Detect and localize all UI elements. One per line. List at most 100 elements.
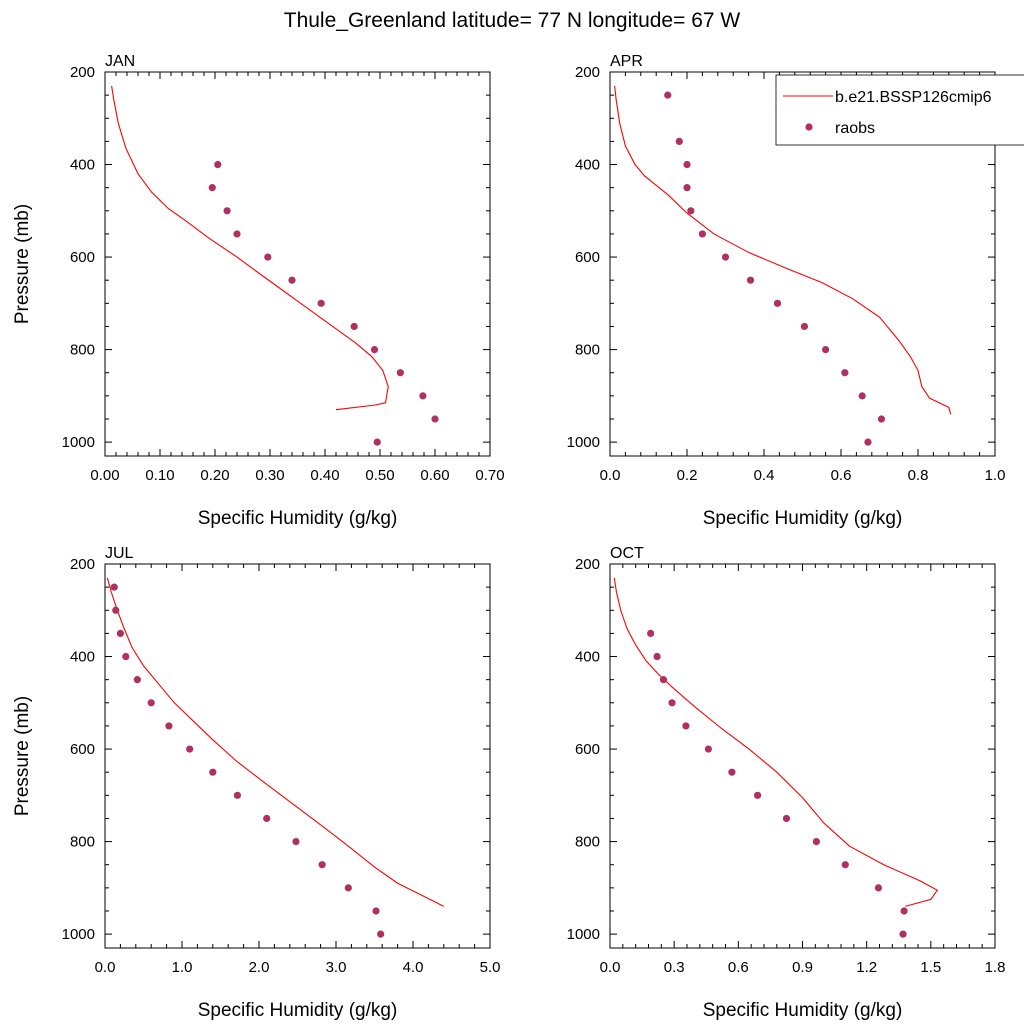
raobs-point — [223, 207, 231, 215]
raobs-point — [186, 745, 194, 753]
x-tick-label: 0.9 — [792, 959, 813, 976]
y-tick-label: 800 — [575, 342, 600, 359]
plot-frame — [104, 71, 491, 457]
x-axis-label: Specific Humidity (g/kg) — [703, 508, 903, 529]
legend-box — [775, 74, 1024, 146]
y-tick-label: 400 — [575, 157, 600, 174]
x-axis-label: Specific Humidity (g/kg) — [703, 1000, 903, 1021]
x-tick-label: 0.4 — [754, 467, 775, 484]
y-tick-label: 200 — [70, 64, 95, 81]
x-tick-label: 0.50 — [365, 467, 394, 484]
y-tick-label: 200 — [575, 556, 600, 573]
raobs-point — [753, 791, 762, 799]
raobs-point — [419, 392, 427, 400]
panel-jul: JUL 0.0 1.0 2.0 3.0 4.0 5.0 200 400 600 800 1000 Spe… — [12, 545, 500, 1021]
raobs-point — [841, 861, 849, 869]
x-tick-label: 1.0 — [172, 959, 193, 976]
raobs-point — [704, 745, 712, 753]
raobs-point — [668, 699, 676, 707]
y-axis-label: Pressure (mb) — [12, 696, 33, 816]
model-profile-line — [614, 85, 952, 415]
raobs-point — [233, 791, 242, 799]
legend-label-obs: raobs — [835, 120, 875, 137]
raobs-point — [746, 276, 755, 284]
x-tick-label: 0.60 — [420, 467, 449, 484]
y-tick-label: 1000 — [62, 434, 95, 451]
raobs-point — [317, 299, 325, 307]
raobs-point — [800, 322, 809, 331]
x-axis-label: Specific Humidity (g/kg) — [198, 508, 398, 529]
x-tick-label: 1.5 — [920, 959, 941, 976]
raobs-point — [721, 253, 730, 261]
x-tick-label: 4.0 — [403, 959, 424, 976]
raobs-point — [653, 652, 661, 661]
raobs-point — [209, 768, 217, 776]
y-tick-label: 600 — [575, 741, 600, 758]
raobs-point — [288, 276, 296, 284]
legend: b.e21.BSSP126cmip6 raobs — [775, 74, 1024, 146]
x-tick-label: 2.0 — [249, 959, 270, 976]
figure-title: Thule_Greenland latitude= 77 N longitude… — [284, 9, 741, 32]
raobs-point — [877, 415, 886, 423]
raobs-point — [396, 369, 404, 377]
x-tick-label: 1.0 — [985, 467, 1006, 484]
raobs-point — [899, 930, 907, 938]
x-tick-label: 0.8 — [908, 467, 929, 484]
x-tick-label: 5.0 — [480, 959, 501, 976]
panel-title: JUL — [105, 545, 134, 562]
raobs-point — [264, 253, 272, 261]
raobs-point — [647, 629, 655, 638]
x-axis-label: Specific Humidity (g/kg) — [198, 1000, 398, 1021]
raobs-point — [812, 837, 821, 846]
legend-marker-swatch — [805, 123, 813, 131]
x-tick-label: 1.8 — [985, 959, 1006, 976]
raobs-point — [858, 392, 866, 400]
raobs-point — [822, 345, 830, 354]
y-tick-label: 400 — [70, 157, 95, 174]
y-tick-label: 600 — [70, 741, 95, 758]
y-tick-label: 400 — [70, 649, 95, 666]
raobs-point — [208, 184, 216, 192]
x-tick-label: 0.3 — [664, 959, 685, 976]
model-profile-line — [111, 85, 389, 411]
x-tick-label: 3.0 — [326, 959, 347, 976]
raobs-point — [233, 230, 241, 238]
raobs-point — [133, 676, 141, 684]
raobs-point — [675, 137, 683, 145]
raobs-point — [864, 438, 872, 446]
y-tick-label: 800 — [70, 342, 95, 359]
x-tick-label: 0.70 — [475, 467, 504, 484]
y-tick-label: 200 — [575, 64, 600, 81]
raobs-point — [110, 583, 118, 591]
panel-title: OCT — [610, 545, 644, 562]
y-tick-label: 1000 — [567, 434, 600, 451]
y-tick-label: 1000 — [567, 926, 600, 943]
raobs-point — [350, 322, 358, 331]
x-tick-label: 0.6 — [728, 959, 749, 976]
y-tick-label: 400 — [575, 649, 600, 666]
panel-oct: OCT 0.0 0.3 0.6 0.9 1.2 1.5 1.8 200 400 600 800 1000… — [567, 545, 1006, 1021]
raobs-point — [683, 160, 691, 169]
raobs-point — [263, 814, 271, 823]
raobs-point — [372, 907, 380, 915]
model-profile-line — [106, 577, 445, 907]
raobs-point — [773, 299, 782, 307]
raobs-point — [664, 91, 672, 99]
panels: JAN 0.00 0.10 0.20 0.30 0.40 0.50 0.60 0.70 200 40… — [12, 53, 1005, 1021]
raobs-point — [782, 814, 791, 823]
y-tick-label: 200 — [70, 556, 95, 573]
x-tick-label: 1.2 — [856, 959, 877, 976]
panel-jan: JAN 0.00 0.10 0.20 0.30 0.40 0.50 0.60 0.70 200 40… — [12, 53, 505, 529]
raobs-point — [318, 861, 326, 869]
plot-frame — [104, 563, 491, 949]
x-tick-label: 0.6 — [831, 467, 852, 484]
x-tick-label: 0.00 — [90, 467, 119, 484]
model-profile-line — [613, 577, 939, 907]
raobs-point — [112, 606, 120, 614]
legend-label-model: b.e21.BSSP126cmip6 — [835, 89, 992, 106]
raobs-point — [728, 768, 736, 776]
panel-apr: APR 0.0 0.2 0.4 0.6 0.8 1.0 200 400 600 800 1000 Spe… — [567, 53, 1006, 529]
raobs-point — [122, 652, 130, 661]
plot-frame — [609, 71, 996, 457]
